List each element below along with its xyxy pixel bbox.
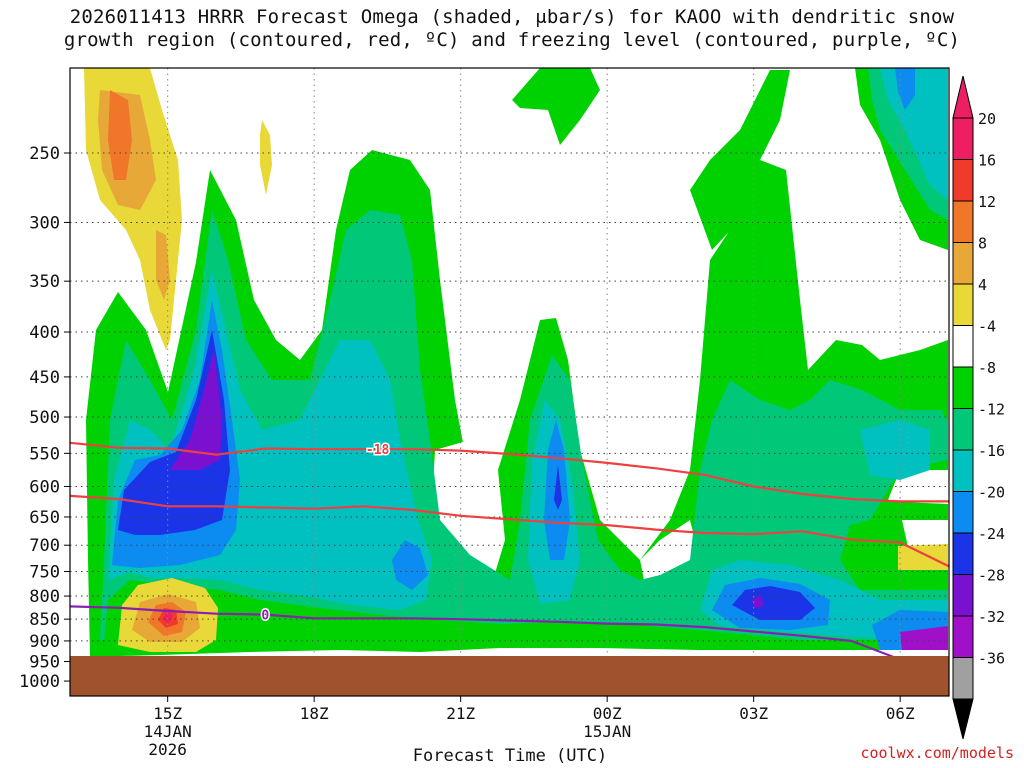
colorbar-swatch — [952, 615, 974, 658]
omega-region-yellow-streak — [260, 120, 272, 195]
credit-text: coolwx.com/models — [860, 744, 1014, 762]
omega-region-gold-strip — [156, 230, 170, 300]
terrain-fill — [70, 656, 949, 696]
omega-region-green-streak — [690, 70, 790, 250]
colorbar-swatch — [952, 366, 974, 409]
omega-region-purple-spot — [752, 595, 764, 608]
y-tick-label: 800 — [29, 587, 60, 607]
omega-region-darkblue-left — [118, 330, 230, 535]
omega-region-cyan-rightmid — [860, 420, 930, 480]
y-tick-label: 350 — [29, 272, 60, 292]
y-tick-label: 950 — [29, 653, 60, 673]
colorbar-tick-label: 8 — [978, 235, 987, 253]
colorbar-tick-label: -12 — [978, 401, 1005, 419]
y-axis: 2503003504004505005506006507007508008509… — [19, 144, 70, 692]
contour-line — [70, 605, 949, 663]
omega-region-yellow-lowerright — [898, 544, 948, 570]
x-axis-title: Forecast Time (UTC) — [412, 746, 608, 766]
y-tick-label: 550 — [29, 444, 60, 464]
colorbar-tick-label: 4 — [978, 276, 987, 294]
omega-region-magenta-lowerleft — [163, 610, 173, 624]
colorbar-swatch — [952, 283, 974, 326]
colorbar-tick-label: -16 — [978, 442, 1005, 460]
y-tick-label: 500 — [29, 408, 60, 428]
omega-region-purple-left — [170, 350, 222, 470]
colorbar-swatch — [952, 325, 974, 368]
x-tick-label: 15Z — [153, 704, 182, 723]
colorbar-swatch — [952, 117, 974, 160]
chart-title-line-2: growth region (contoured, red, ºC) and f… — [63, 29, 961, 51]
colorbar-top-arrow — [952, 75, 974, 119]
colorbar-swatch — [952, 532, 974, 575]
y-tick-label: 1000 — [19, 672, 60, 692]
colorbar-swatch — [952, 491, 974, 534]
colorbar-swatch — [952, 449, 974, 492]
plot-border — [69, 67, 950, 697]
y-tick-label: 300 — [29, 213, 60, 233]
y-tick-label: 250 — [29, 144, 60, 164]
colorbar-tick-label: -4 — [978, 318, 996, 336]
contour-label: -18 — [366, 443, 390, 458]
colorbar: 20 16 12 8 4 -4 -8 -12 -16 -20 -24 -28 -32 -36 — [952, 75, 1005, 740]
colorbar-tick-label: -32 — [978, 608, 1005, 626]
colorbar-tick-label: 16 — [978, 152, 996, 170]
colorbar-bottom-arrow — [952, 698, 974, 740]
y-tick-label: 650 — [29, 508, 60, 528]
contour-label: 0 — [261, 609, 269, 624]
x-tick-sublabel: 14JAN — [144, 722, 192, 741]
y-tick-label: 900 — [29, 632, 60, 652]
colorbar-tick-label: -28 — [978, 567, 1005, 585]
omega-region-darkblue-center — [554, 465, 562, 510]
colorbar-tick-label: -20 — [978, 484, 1005, 502]
chart-title: 2026011413 HRRR Forecast Omega (shaded, … — [0, 6, 1024, 52]
x-tick-sublabel: 15JAN — [583, 722, 631, 741]
contour-line — [70, 441, 949, 503]
colorbar-swatch — [952, 657, 974, 700]
omega-region-darkblue-right — [732, 586, 815, 620]
omega-region-blue-mid-left — [392, 540, 428, 590]
colorbar-swatch — [952, 408, 974, 451]
y-tick-label: 450 — [29, 368, 60, 388]
colorbar-swatch — [952, 200, 974, 243]
omega-shading — [84, 68, 948, 656]
colorbar-tick-label: -36 — [978, 650, 1005, 668]
x-tick-label: 06Z — [886, 704, 915, 723]
y-tick-label: 850 — [29, 610, 60, 630]
chart-title-line-1: 2026011413 HRRR Forecast Omega (shaded, … — [69, 6, 955, 28]
y-tick-label: 700 — [29, 536, 60, 556]
colorbar-swatch — [952, 159, 974, 202]
contour-line — [70, 494, 949, 568]
x-tick-label: 00Z — [593, 704, 622, 723]
colorbar-tick-label: -8 — [978, 359, 996, 377]
omega-region-blue-top — [895, 68, 915, 110]
x-tick-label: 18Z — [300, 704, 329, 723]
colorbar-swatch — [952, 574, 974, 617]
colorbar-tick-label: 12 — [978, 193, 996, 211]
omega-region-cyan-topright — [880, 68, 948, 200]
contour-lines: -18 0 — [70, 441, 949, 663]
x-tick-label: 03Z — [739, 704, 768, 723]
y-tick-label: 600 — [29, 477, 60, 497]
x-tick-sublabel: 2026 — [148, 740, 187, 759]
y-tick-label: 750 — [29, 562, 60, 582]
colorbar-swatch — [952, 242, 974, 285]
colorbar-tick-label: 20 — [978, 110, 996, 128]
omega-region-green-upper — [512, 68, 600, 145]
omega-region-purple-right — [900, 626, 948, 650]
omega-region-orange-upperleft — [108, 90, 132, 180]
x-tick-label: 21Z — [446, 704, 475, 723]
colorbar-tick-label: -24 — [978, 525, 1005, 543]
y-tick-label: 400 — [29, 323, 60, 343]
